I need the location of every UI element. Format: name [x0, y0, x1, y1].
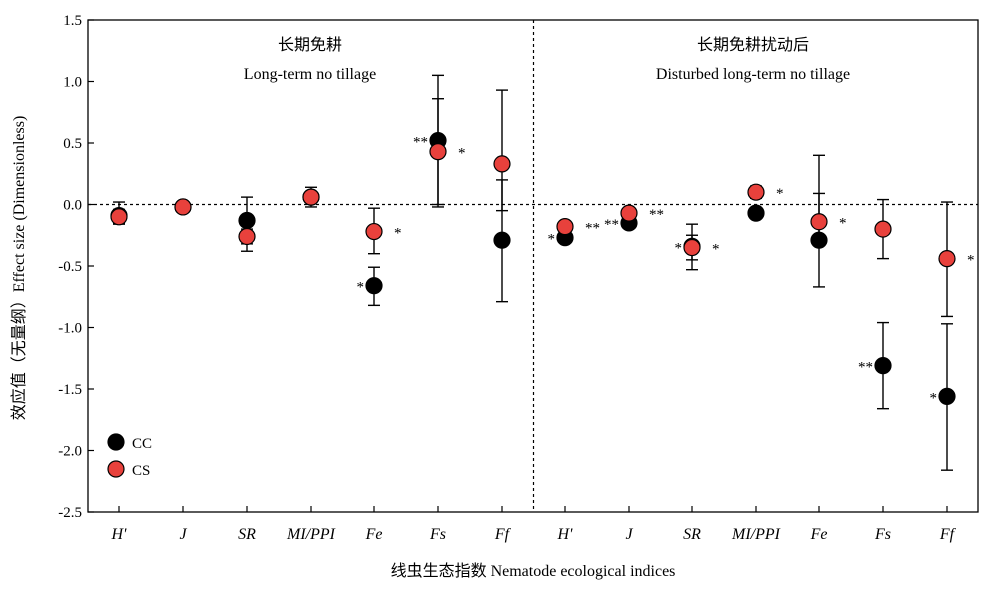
legend-label-cc: CC: [132, 436, 152, 452]
x-tick-label: SR: [683, 526, 701, 543]
data-points: [110, 131, 956, 405]
x-tick-label: Ff: [939, 526, 957, 543]
point-cs: [747, 183, 765, 201]
y-tick-label: 1.0: [63, 75, 82, 91]
y-tick-label: 0.0: [63, 198, 82, 214]
x-tick-label: Fs: [874, 526, 891, 543]
point-cc: [493, 231, 511, 249]
x-tick-label: Fe: [365, 526, 383, 543]
x-tick-label: SR: [238, 526, 256, 543]
point-cc: [810, 231, 828, 249]
significance-mark-cs: **: [585, 221, 600, 237]
x-tick-label: H': [111, 526, 128, 543]
y-tick-label: -1.0: [58, 321, 82, 337]
x-tick-label: Ff: [494, 526, 512, 543]
significance-mark-cc: **: [858, 360, 873, 376]
reference-lines: [88, 20, 978, 512]
significance-mark-cc: **: [604, 217, 619, 233]
x-tick-label: Fs: [429, 526, 446, 543]
y-axis-title: 效应值（无量纲）Effect size (Dimensionless): [9, 116, 28, 421]
significance-mark-cs: *: [394, 226, 402, 242]
point-cs: [938, 250, 956, 268]
significance-mark-cs: *: [776, 186, 784, 202]
panel-right-title-en: Disturbed long-term no tillage: [656, 66, 850, 83]
y-tick-label: 0.5: [63, 136, 82, 152]
point-cs: [238, 227, 256, 246]
y-tick-label: -2.0: [58, 444, 82, 460]
panel-left-title-en: Long-term no tillage: [244, 66, 376, 83]
point-cs: [302, 188, 320, 206]
significance-mark-cs: *: [712, 242, 720, 258]
panel-left-title-cn: 长期免耕: [278, 36, 342, 54]
x-tick-label: MI/PPI: [286, 526, 336, 543]
point-cs: [174, 198, 192, 216]
y-tick-label: -1.5: [58, 382, 82, 398]
y-tick-label: -0.5: [58, 259, 82, 275]
x-tick-label: H': [557, 526, 574, 543]
x-axis-title: 线虫生态指数 Nematode ecological indices: [391, 562, 676, 580]
point-cc: [938, 387, 956, 405]
point-cs: [429, 143, 447, 161]
significance-mark-cc: *: [930, 390, 938, 406]
significance-mark-cs: *: [967, 253, 975, 269]
point-cc: [874, 357, 892, 375]
point-cs: [683, 238, 701, 257]
significance-mark-cs: *: [458, 146, 466, 162]
y-tick-label: 1.5: [63, 13, 82, 29]
point-cs: [493, 155, 511, 173]
point-cc: [747, 204, 765, 222]
point-cs: [365, 222, 383, 241]
point-cs: [874, 220, 892, 238]
axes: 1.5 1.0 0.5 0.0 -0.5 -1.0 -1.5 -2.0 -2.5 H' J SR MI/…: [58, 13, 979, 543]
legend-label-cs: CS: [132, 463, 150, 479]
legend-marker-cc: [107, 433, 125, 451]
x-tick-label: J: [179, 526, 187, 543]
point-cc: [238, 211, 256, 230]
significance-mark-cc: **: [413, 135, 428, 151]
point-cs: [810, 213, 828, 231]
point-cs: [620, 204, 638, 222]
y-tick-label: -2.5: [58, 505, 82, 521]
significance-mark-cs: *: [839, 216, 847, 232]
x-tick-label: MI/PPI: [731, 526, 781, 543]
panel-right-title-cn: 长期免耕扰动后: [697, 36, 809, 54]
x-tick-label: J: [625, 526, 633, 543]
legend: CC CS: [107, 433, 152, 479]
significance-mark-cc: *: [675, 240, 683, 256]
legend-marker-cs: [107, 460, 125, 478]
point-cs: [556, 218, 574, 236]
significance-mark-cc: *: [357, 280, 365, 296]
significance-marks: ********************: [357, 135, 975, 407]
x-tick-label: Fe: [810, 526, 828, 543]
point-cs: [110, 208, 128, 226]
significance-mark-cs: **: [649, 207, 664, 223]
significance-mark-cc: *: [548, 232, 556, 248]
point-cc: [365, 277, 383, 295]
